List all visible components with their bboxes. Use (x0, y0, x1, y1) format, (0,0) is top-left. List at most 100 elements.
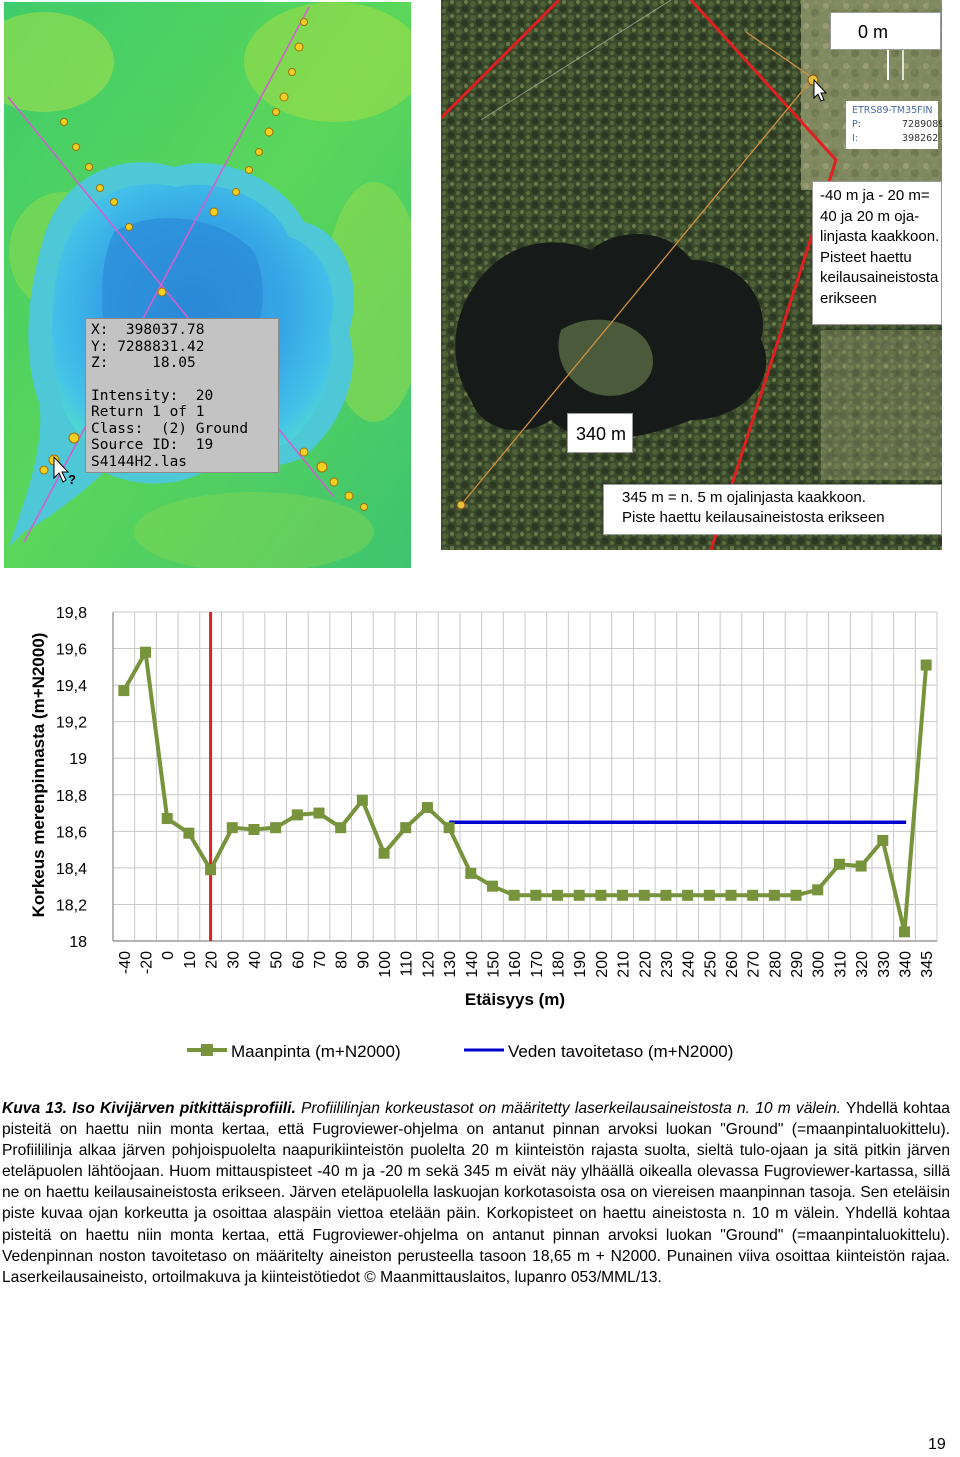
x-axis-label: Etäisyys (m) (465, 990, 565, 1009)
label-40m-line: linjasta kaakkoon. (820, 228, 940, 245)
point-info-box: X: 398037.78 Y: 7288831.42 Z: 18.05 Intensi… (85, 318, 279, 473)
x-tick-label: 250 (702, 951, 719, 978)
x-tick-label: 90 (355, 951, 372, 969)
x-tick-label: 230 (659, 951, 676, 978)
ground-point-marker (573, 889, 585, 901)
x-tick-label: 180 (551, 951, 568, 978)
x-tick-label: 20 (204, 951, 221, 969)
label-340m: 340 m (567, 413, 633, 453)
x-tick-label: 320 (854, 951, 871, 978)
info-line: Class: (2) Ground (91, 420, 249, 437)
ground-point-marker (855, 860, 867, 872)
x-tick-label: 220 (637, 951, 654, 978)
caption-label: Kuva 13. (2, 1100, 68, 1117)
mouse-cursor-icon (813, 78, 828, 102)
label-40m-line: Pisteet haettu (820, 248, 912, 266)
ground-point-marker (552, 889, 564, 901)
label-40m-line: 40 ja 20 m oja- (820, 207, 920, 225)
ground-point-marker (725, 889, 737, 901)
y-tick-label: 18,4 (56, 861, 87, 878)
x-tick-label: 50 (269, 951, 286, 969)
x-tick-label: 80 (334, 951, 351, 969)
y-tick-label: 18,8 (56, 788, 87, 805)
coord-p-value: 7289089 (902, 119, 942, 130)
ground-point-marker (226, 822, 238, 834)
page-number: 19 (928, 1436, 946, 1453)
info-line: Y: 7288831.42 (91, 338, 205, 355)
x-tick-label: 110 (399, 951, 416, 977)
label-40m-line: erikseen (820, 289, 877, 307)
chart-legend: Maanpinta (m+N2000) Veden tavoitetaso (m… (187, 1042, 733, 1061)
label-40m-line: keilausaineistosta (820, 269, 939, 286)
ground-point-marker (898, 926, 910, 938)
y-tick-label: 19,4 (56, 678, 87, 695)
x-tick-label: 160 (507, 951, 524, 978)
x-tick-label: 345 (919, 951, 936, 978)
laser-elevation-image (4, 2, 411, 568)
y-tick-label: 19,6 (56, 642, 87, 659)
coord-i-label: I: (852, 133, 859, 144)
x-tick-label: 60 (290, 951, 307, 969)
ground-point-marker (812, 884, 824, 896)
legend-water-label: Veden tavoitetaso (m+N2000) (508, 1042, 733, 1061)
caption-body: Yhdellä kohtaa pisteitä on haettu niin m… (2, 1100, 950, 1286)
ground-point-marker (291, 809, 303, 821)
x-tick-label: 240 (681, 951, 698, 978)
ground-point-marker (682, 889, 694, 901)
x-tick-label: 30 (225, 951, 242, 969)
y-tick-label: 19 (69, 751, 87, 768)
info-line: S4144H2.las (91, 453, 188, 470)
ground-point-marker (161, 813, 173, 825)
info-line: Z: 18.05 (91, 355, 196, 371)
figure-caption: Kuva 13. Iso Kivijärven pitkittäisprofii… (2, 1100, 950, 1286)
info-line: Source ID: 19 (91, 437, 214, 453)
x-tick-label: -20 (139, 951, 156, 974)
ground-point-marker (486, 880, 498, 892)
ground-point-marker (617, 889, 629, 901)
x-tick-label: 150 (485, 951, 502, 978)
x-tick-label: 40 (247, 951, 264, 969)
x-tick-label: 0 (160, 951, 177, 960)
label-40m-note: -40 m ja - 20 m= 40 ja 20 m oja- linjast… (812, 181, 942, 325)
x-tick-label: 120 (420, 951, 437, 978)
y-tick-label: 19,2 (56, 715, 87, 732)
aerial-photo-map: 0 m ETRS89-TM35FIN P: 7289089 I: 398262 -4… (441, 0, 942, 550)
x-tick-label: 290 (789, 951, 806, 978)
ground-point-marker (313, 807, 325, 819)
y-tick-label: 18,2 (56, 897, 87, 914)
x-tick-label: 300 (811, 951, 828, 978)
info-line: Intensity: 20 (91, 387, 214, 404)
ground-point-marker (400, 822, 412, 834)
ground-point-marker (356, 794, 368, 806)
info-line: Return 1 of 1 (91, 404, 205, 420)
ground-point-marker (790, 889, 802, 901)
coord-i-value: 398262 (902, 133, 939, 144)
x-tick-label: 260 (724, 951, 741, 978)
x-tick-label: 270 (746, 951, 763, 978)
ground-point-marker (335, 822, 347, 834)
x-tick-label: 10 (182, 951, 199, 969)
y-tick-label: 19,8 (56, 605, 87, 622)
ground-point-marker (530, 889, 542, 901)
label-345m-note: 345 m = n. 5 m ojalinjasta kaakkoon. Pis… (603, 484, 942, 535)
ground-point-marker (140, 646, 152, 658)
chart-series (118, 612, 932, 941)
x-tick-label: 280 (767, 951, 784, 978)
ground-point-marker (768, 889, 780, 901)
ground-point-marker (508, 889, 520, 901)
chart-grid (112, 611, 938, 942)
cursor-help-mark: ? (68, 472, 76, 487)
info-line (91, 372, 278, 388)
laser-scan-map: X: 398037.78 Y: 7288831.42 Z: 18.05 Intensi… (4, 2, 411, 568)
caption-title: Iso Kivijärven pitkittäisprofiili (72, 1100, 292, 1117)
label-0m: 0 m (830, 12, 941, 50)
ground-point-marker (660, 889, 672, 901)
ground-point-marker (378, 847, 390, 859)
mouse-cursor-icon (53, 455, 70, 483)
y-axis-label: Korkeus merenpinnasta (m+N2000) (29, 633, 48, 918)
ground-point-marker (205, 864, 217, 876)
ground-point-marker (270, 822, 282, 834)
x-tick-label: 70 (312, 951, 329, 969)
coordinate-box: ETRS89-TM35FIN P: 7289089 I: 398262 (846, 101, 942, 149)
ground-point-marker (747, 889, 759, 901)
